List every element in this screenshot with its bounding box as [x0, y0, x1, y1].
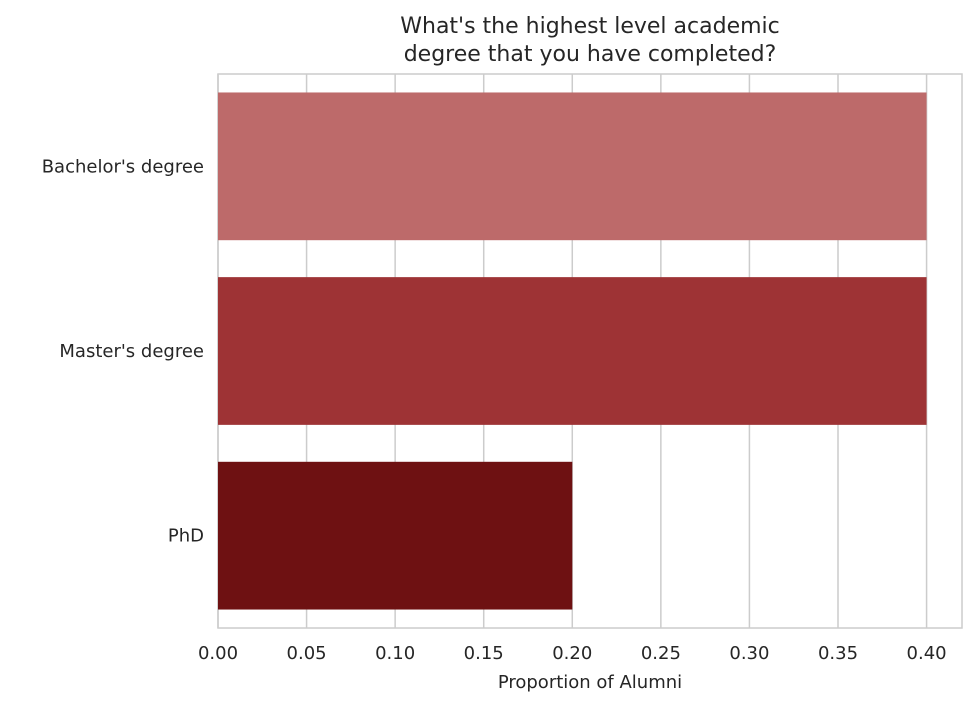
- bar: [218, 461, 573, 610]
- x-tick-label: 0.00: [198, 643, 238, 664]
- x-tick-label: 0.15: [464, 643, 504, 664]
- chart-title-line-2: degree that you have completed?: [404, 42, 777, 67]
- bar: [218, 277, 927, 425]
- x-tick-label: 0.35: [818, 643, 858, 664]
- plot-area: 0.00 0.05 0.10 0.15 0.20 0.25 0.30 0.35 0.40 Bach…: [42, 73, 963, 664]
- chart-title-line-1: What's the highest level academic: [400, 14, 780, 39]
- y-tick-label: PhD: [168, 526, 204, 547]
- x-tick-label: 0.10: [375, 643, 415, 664]
- x-tick-label: 0.30: [729, 643, 769, 664]
- y-tick-label: Bachelor's degree: [42, 156, 204, 177]
- bar: [218, 92, 927, 241]
- y-tick-label: Master's degree: [59, 341, 204, 362]
- x-tick-label: 0.05: [287, 643, 327, 664]
- x-axis-label: Proportion of Alumni: [498, 672, 682, 693]
- x-tick-label: 0.40: [907, 643, 947, 664]
- x-tick-label: 0.20: [552, 643, 592, 664]
- x-tick-label: 0.25: [641, 643, 681, 664]
